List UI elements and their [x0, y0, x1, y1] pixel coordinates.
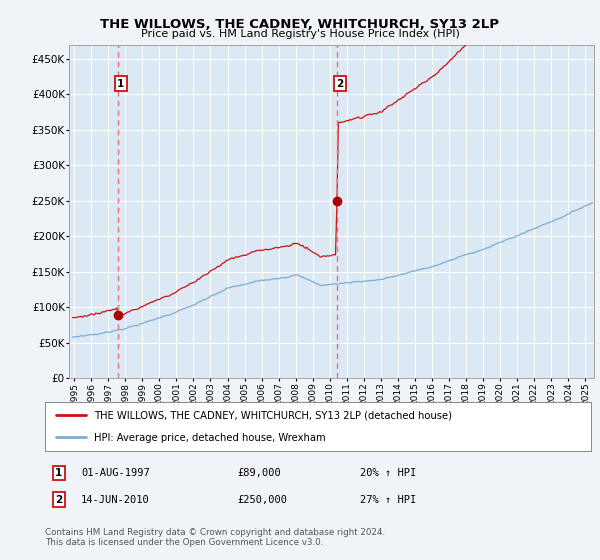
Text: Price paid vs. HM Land Registry's House Price Index (HPI): Price paid vs. HM Land Registry's House … [140, 29, 460, 39]
Text: THE WILLOWS, THE CADNEY, WHITCHURCH, SY13 2LP: THE WILLOWS, THE CADNEY, WHITCHURCH, SY1… [101, 18, 499, 31]
Text: 2: 2 [55, 494, 62, 505]
Text: 1: 1 [55, 468, 62, 478]
Text: 1: 1 [117, 79, 124, 89]
Text: 20% ↑ HPI: 20% ↑ HPI [360, 468, 416, 478]
Text: 14-JUN-2010: 14-JUN-2010 [81, 494, 150, 505]
Text: THE WILLOWS, THE CADNEY, WHITCHURCH, SY13 2LP (detached house): THE WILLOWS, THE CADNEY, WHITCHURCH, SY1… [94, 410, 452, 421]
Text: £250,000: £250,000 [237, 494, 287, 505]
Text: 27% ↑ HPI: 27% ↑ HPI [360, 494, 416, 505]
Text: HPI: Average price, detached house, Wrexham: HPI: Average price, detached house, Wrex… [94, 433, 326, 443]
Text: 01-AUG-1997: 01-AUG-1997 [81, 468, 150, 478]
Text: Contains HM Land Registry data © Crown copyright and database right 2024.
This d: Contains HM Land Registry data © Crown c… [45, 528, 385, 547]
Text: £89,000: £89,000 [237, 468, 281, 478]
Text: 2: 2 [337, 79, 344, 89]
